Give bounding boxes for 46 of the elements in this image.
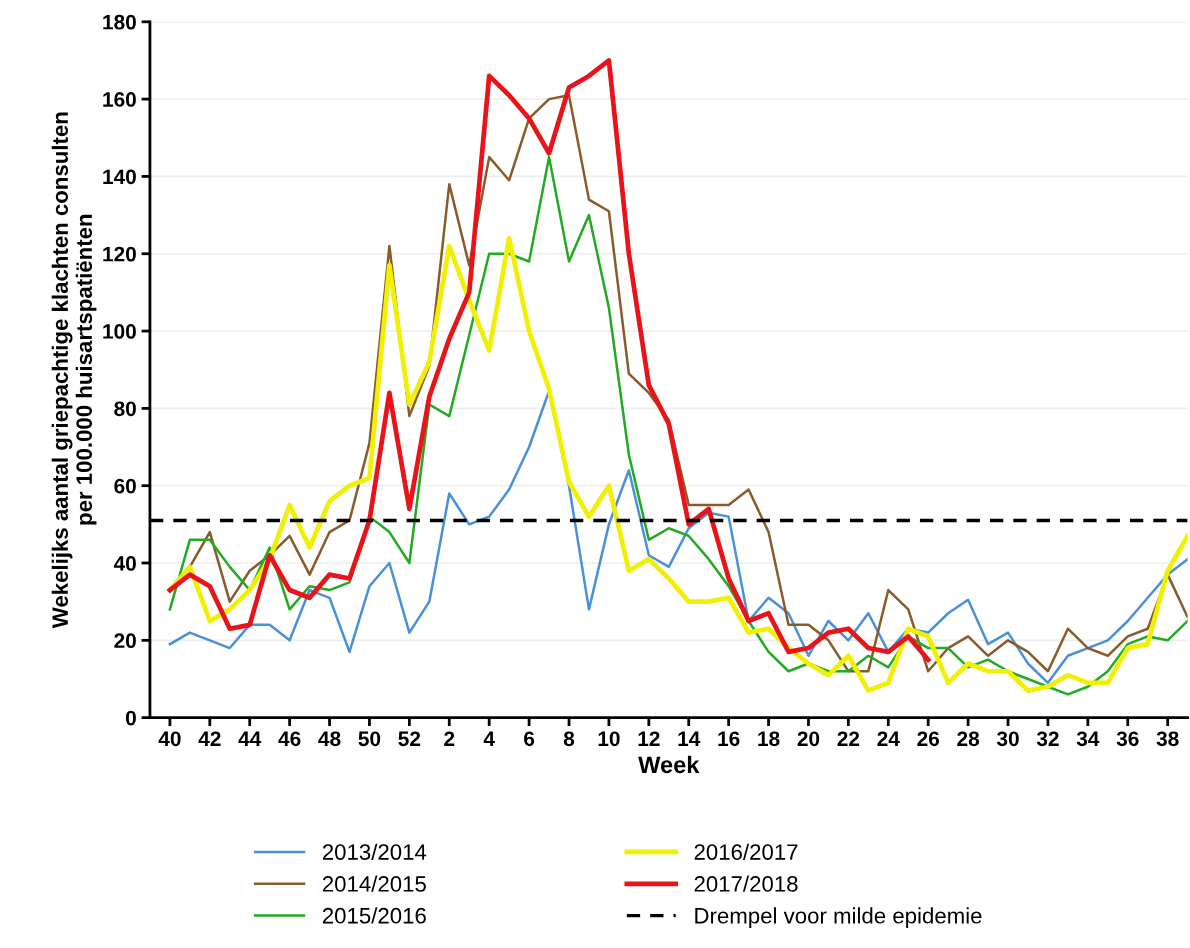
x-tick-label: 44 bbox=[238, 731, 262, 746]
y-tick-label: 160 bbox=[103, 92, 136, 107]
x-tick-label: 52 bbox=[398, 731, 421, 747]
legend-label: 2014/2015 bbox=[322, 875, 426, 892]
x-tick-label: 10 bbox=[598, 731, 620, 747]
x-tick-label: 8 bbox=[563, 731, 575, 747]
legend-label: 2016/2017 bbox=[694, 843, 798, 860]
x-tick-label: 14 bbox=[678, 731, 701, 746]
y-tick-label: 40 bbox=[113, 556, 136, 571]
x-tick-label: 38 bbox=[1156, 731, 1179, 747]
y-tick-label: 120 bbox=[103, 246, 136, 262]
x-tick-label: 36 bbox=[1116, 731, 1139, 747]
y-tick-label: 20 bbox=[114, 633, 136, 649]
y-tick-label: 180 bbox=[103, 14, 136, 30]
x-tick-label: 4 bbox=[483, 731, 495, 746]
x-tick-label: 12 bbox=[638, 731, 660, 746]
y-tick-label: 80 bbox=[114, 401, 136, 417]
line-series bbox=[167, 235, 1188, 693]
x-tick-label: 48 bbox=[318, 731, 341, 747]
y-tick-label: 0 bbox=[125, 710, 136, 726]
x-tick-label: 22 bbox=[837, 731, 860, 746]
x-tick-label: 34 bbox=[1076, 731, 1100, 747]
x-tick-label: 2 bbox=[444, 731, 455, 746]
y-axis-title: Wekelijks aantal griepachtige klachten consulten per 100.000 huisartspatiënten bbox=[51, 112, 97, 629]
x-tick-label: 40 bbox=[158, 731, 181, 747]
x-tick-label: 18 bbox=[758, 731, 780, 747]
y-tick-label: 100 bbox=[103, 324, 136, 339]
x-tick-label: 32 bbox=[1036, 731, 1059, 747]
x-tick-label: 26 bbox=[917, 731, 940, 747]
x-tick-label: 30 bbox=[996, 731, 1019, 747]
legend-label: 2015/2016 bbox=[322, 907, 426, 924]
x-tick-label: 6 bbox=[524, 731, 535, 747]
x-axis-title: Week bbox=[638, 755, 700, 774]
x-tick-label: 42 bbox=[198, 731, 221, 746]
x-tick-label: 50 bbox=[358, 731, 381, 747]
line-series bbox=[167, 58, 931, 663]
x-tick-label: 16 bbox=[718, 731, 740, 747]
legend-label: Drempel voor milde epidemie bbox=[695, 907, 982, 928]
x-tick-label: 20 bbox=[797, 731, 820, 747]
x-tick-label: 24 bbox=[877, 731, 900, 746]
y-tick-label: 140 bbox=[103, 169, 136, 185]
legend-label: 2013/2014 bbox=[322, 843, 427, 860]
x-tick-label: 46 bbox=[278, 731, 301, 747]
y-tick-label: 60 bbox=[114, 478, 136, 494]
x-tick-label: 28 bbox=[957, 731, 980, 747]
legend-label: 2017/2018 bbox=[694, 875, 798, 892]
